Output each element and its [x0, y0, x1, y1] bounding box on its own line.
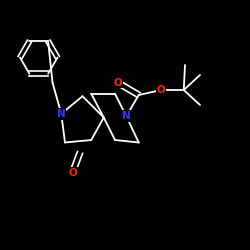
Text: O: O	[113, 78, 122, 88]
Text: O: O	[68, 168, 77, 177]
Text: N: N	[57, 109, 66, 119]
Text: N: N	[122, 111, 130, 121]
Text: O: O	[157, 85, 166, 95]
